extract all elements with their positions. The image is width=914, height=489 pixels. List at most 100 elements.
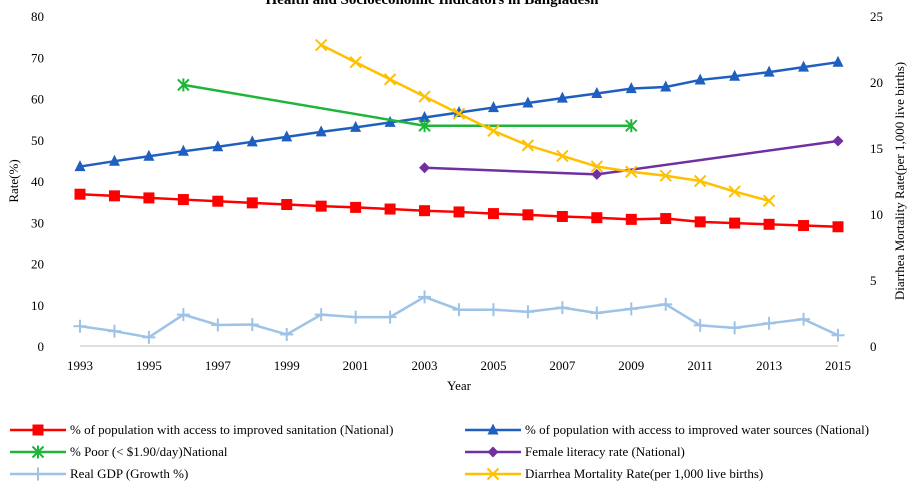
- y2-tick-label: 15: [870, 141, 883, 156]
- data-point: [591, 168, 603, 180]
- series-1: [74, 188, 844, 233]
- legend-swatch: [10, 445, 66, 459]
- data-point: [419, 205, 431, 217]
- legend-label: Diarrhea Mortality Rate(per 1,000 live b…: [525, 466, 764, 481]
- data-point: [556, 91, 568, 103]
- y-tick-label: 50: [31, 133, 44, 148]
- data-point: [245, 318, 259, 332]
- data-point: [280, 327, 294, 341]
- data-point: [74, 188, 86, 200]
- data-point: [315, 125, 327, 137]
- data-point: [831, 328, 845, 342]
- data-point: [212, 195, 224, 207]
- series-line: [320, 43, 770, 203]
- data-point: [419, 162, 431, 174]
- data-point: [107, 324, 121, 338]
- data-point: [729, 217, 741, 229]
- data-point: [383, 310, 397, 324]
- data-point: [693, 318, 707, 332]
- data-point: [487, 208, 499, 220]
- chart-title: Health and Socioeconomic Indicators in B…: [266, 0, 600, 8]
- data-point: [797, 312, 811, 326]
- data-point: [556, 149, 569, 163]
- y2-tick-label: 5: [870, 273, 877, 288]
- data-point: [142, 330, 156, 344]
- data-point: [555, 301, 569, 315]
- data-point: [832, 221, 844, 233]
- legend-label: % of population with access to improved …: [70, 422, 394, 437]
- x-tick-label: 2003: [412, 358, 438, 373]
- data-point: [108, 190, 120, 202]
- data-point: [176, 308, 190, 322]
- y-tick-label: 60: [31, 92, 44, 107]
- data-point: [521, 139, 535, 152]
- y-tick-label: 0: [38, 339, 45, 354]
- data-point: [832, 55, 844, 67]
- legend-item: Female literacy rate (National): [465, 442, 685, 462]
- y-axis-label: Rate(%): [6, 159, 21, 202]
- data-point: [590, 306, 604, 320]
- data-point: [694, 73, 706, 85]
- chart-legend: % of population with access to improved …: [0, 420, 914, 489]
- data-point: [349, 310, 363, 324]
- data-point: [659, 169, 672, 182]
- x-tick-label: 2015: [825, 358, 851, 373]
- data-point: [522, 209, 534, 221]
- data-point: [693, 174, 707, 188]
- legend-marker: [486, 467, 500, 481]
- data-point: [798, 60, 810, 72]
- data-point: [452, 107, 466, 120]
- x-tick-label: 1993: [67, 358, 93, 373]
- data-point: [625, 213, 637, 225]
- y-tick-label: 80: [31, 9, 44, 24]
- data-point: [522, 96, 534, 108]
- data-point: [383, 73, 397, 86]
- data-point: [418, 290, 432, 304]
- x-tick-label: 1999: [274, 358, 300, 373]
- data-point: [143, 149, 155, 161]
- legend-marker: [31, 467, 45, 481]
- legend-label: % Poor (< $1.90/day)National: [70, 444, 228, 459]
- data-point: [832, 135, 844, 147]
- x-tick-label: 2007: [549, 358, 576, 373]
- data-point: [763, 218, 775, 230]
- legend-label: Real GDP (Growth %): [70, 466, 189, 481]
- y-tick-label: 40: [31, 174, 44, 189]
- data-point: [590, 160, 604, 173]
- legend-swatch: [465, 467, 521, 481]
- y2-tick-label: 0: [870, 339, 877, 354]
- data-point: [624, 302, 638, 316]
- series-5: [73, 290, 845, 344]
- data-point: [728, 321, 742, 335]
- y2-tick-label: 20: [870, 75, 883, 90]
- legend-item: % Poor (< $1.90/day)National: [10, 442, 228, 462]
- data-point: [349, 55, 362, 69]
- legend-item: % of population with access to improved …: [10, 420, 393, 440]
- y2-tick-label: 25: [870, 9, 883, 24]
- data-point: [350, 120, 362, 132]
- legend-label: Female literacy rate (National): [525, 444, 685, 459]
- y-tick-label: 70: [31, 50, 44, 65]
- data-point: [177, 78, 190, 92]
- data-point: [74, 160, 86, 172]
- data-point: [418, 90, 431, 103]
- data-point: [762, 194, 776, 208]
- series-4: [419, 135, 844, 180]
- data-point: [452, 303, 466, 317]
- series-line: [424, 139, 839, 176]
- data-point: [728, 185, 741, 198]
- data-point: [246, 135, 258, 147]
- x-tick-label: 1997: [205, 358, 232, 373]
- data-point: [694, 216, 706, 228]
- data-point: [659, 297, 673, 311]
- data-point: [211, 318, 225, 332]
- data-point: [762, 316, 776, 330]
- data-point: [798, 220, 810, 232]
- x-tick-label: 2001: [343, 358, 369, 373]
- data-point: [487, 101, 499, 113]
- y-tick-label: 20: [31, 257, 44, 272]
- legend-swatch: [465, 423, 521, 435]
- x-axis-label: Year: [447, 378, 472, 393]
- data-point: [281, 199, 293, 211]
- y-tick-label: 10: [31, 298, 44, 313]
